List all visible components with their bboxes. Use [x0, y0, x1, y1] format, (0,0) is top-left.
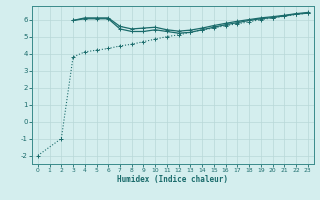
X-axis label: Humidex (Indice chaleur): Humidex (Indice chaleur) [117, 175, 228, 184]
